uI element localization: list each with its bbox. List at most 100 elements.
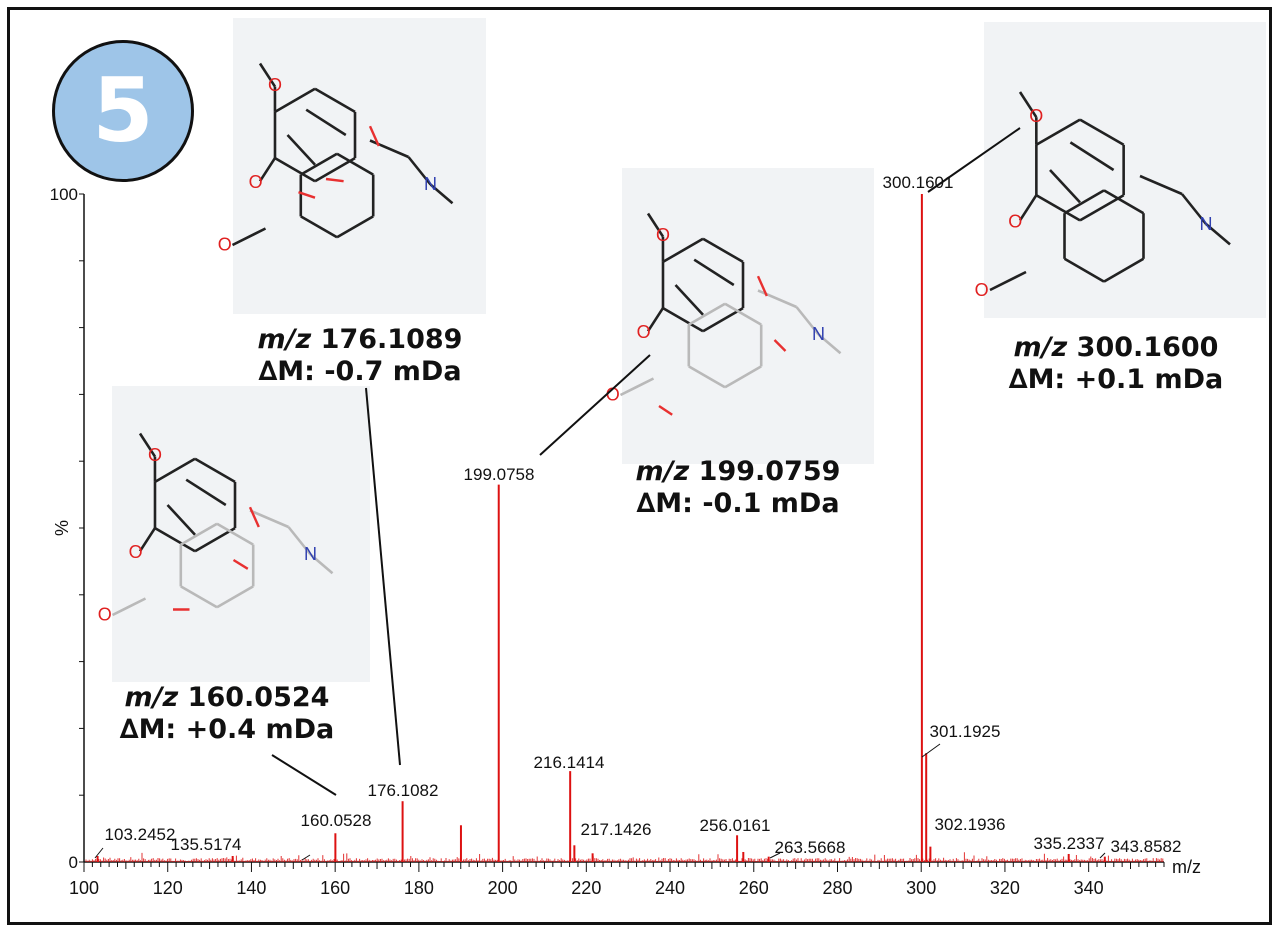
y-tick-label: 100 — [50, 185, 78, 204]
bond — [662, 237, 704, 264]
cleavage-mark — [368, 125, 380, 147]
bond — [111, 597, 147, 617]
noise-trace — [85, 852, 1164, 862]
peak-label: 217.1426 — [581, 820, 652, 839]
bond — [154, 526, 196, 553]
oxygen-label: O — [606, 385, 620, 405]
bond — [194, 526, 236, 553]
x-tick-label: 180 — [404, 878, 434, 898]
mz-value: 300.1600 — [1076, 332, 1219, 363]
bond — [300, 215, 338, 239]
bond — [693, 258, 735, 287]
x-axis-unit: m/z — [1172, 857, 1201, 877]
oxygen-label: O — [975, 280, 989, 300]
bond — [314, 156, 356, 183]
bond — [1018, 194, 1038, 222]
nitrogen-label: N — [304, 544, 317, 564]
bond — [305, 108, 347, 137]
bond — [1079, 118, 1125, 146]
molecule-structure: O O O N — [606, 212, 842, 416]
structure-panel-160 — [112, 386, 370, 682]
leader-line — [271, 754, 337, 796]
bond — [724, 302, 762, 326]
bond — [369, 139, 410, 159]
bond — [724, 365, 762, 389]
bond — [1205, 223, 1231, 246]
peak-label: 256.0161 — [700, 816, 771, 835]
nitrogen-label: N — [424, 174, 437, 194]
bond — [688, 365, 726, 389]
bond — [646, 307, 665, 332]
x-tick-label: 300 — [906, 878, 936, 898]
bond — [619, 377, 655, 397]
label-tick — [1099, 852, 1106, 859]
label-tick — [94, 847, 104, 859]
bond — [1103, 257, 1145, 283]
x-tick-label: 160 — [320, 878, 350, 898]
panel-number: 5 — [92, 59, 154, 162]
bond — [258, 62, 277, 88]
figure-frame — [7, 7, 1272, 925]
fragment-caption-300: m/z 300.1600 ∆M: +0.1 mDa — [982, 332, 1250, 396]
label-tick — [769, 852, 781, 859]
nitrogen-label: N — [1200, 214, 1213, 234]
peak-label: 301.1925 — [930, 722, 1001, 741]
bond — [274, 156, 316, 183]
cleavage-mark — [325, 177, 344, 183]
x-tick-label: 100 — [69, 878, 99, 898]
delta-mass: ∆M: -0.1 mDa — [636, 488, 840, 519]
peak-label: 103.2452 — [105, 825, 176, 844]
bond — [185, 478, 227, 507]
nitrogen-label: N — [812, 324, 825, 344]
bond — [646, 212, 665, 238]
oxygen-label: O — [218, 235, 232, 255]
cleavage-mark — [248, 506, 260, 528]
oxygen-label: O — [656, 225, 670, 245]
bond — [166, 504, 196, 536]
molecule-structure: O O O N — [218, 62, 454, 255]
x-tick-label: 120 — [153, 878, 183, 898]
bond — [795, 306, 820, 336]
bond — [336, 152, 374, 176]
molecule-structure: O O O N — [975, 91, 1231, 300]
x-tick-label: 200 — [488, 878, 518, 898]
leader-line — [927, 127, 1021, 193]
mz-prefix: m/z — [124, 682, 179, 713]
leader-line — [539, 354, 651, 456]
peak-label: 135.5174 — [171, 835, 242, 854]
bond — [1035, 194, 1081, 222]
bond — [702, 237, 744, 264]
bond — [1069, 141, 1115, 172]
oxygen-label: O — [129, 542, 143, 562]
cleavage-mark — [773, 339, 787, 352]
bond — [216, 522, 254, 546]
baseline-noise — [85, 852, 1164, 862]
annotation-leader-lines — [271, 127, 1021, 796]
peak-label: 263.5668 — [775, 838, 846, 857]
mz-value: 176.1089 — [320, 324, 463, 355]
bond — [429, 183, 454, 205]
x-tick-label: 340 — [1074, 878, 1104, 898]
delta-mass: ∆M: +0.4 mDa — [119, 714, 335, 745]
bond — [989, 270, 1027, 292]
leader-line — [365, 387, 401, 766]
bond — [314, 87, 356, 114]
bond — [336, 215, 374, 239]
cleavage-mark — [658, 405, 673, 416]
bond — [300, 152, 338, 176]
bond — [309, 553, 334, 575]
x-tick-label: 240 — [655, 878, 685, 898]
bond — [407, 156, 432, 186]
bond — [1035, 118, 1081, 146]
bond — [216, 585, 254, 609]
bond — [138, 432, 157, 458]
bond — [1049, 169, 1081, 204]
bond — [180, 522, 218, 546]
oxygen-label: O — [1008, 212, 1022, 232]
bond — [1103, 189, 1145, 215]
mz-prefix: m/z — [635, 456, 690, 487]
bond — [674, 284, 704, 316]
bond — [702, 306, 744, 333]
x-tick-label: 260 — [739, 878, 769, 898]
